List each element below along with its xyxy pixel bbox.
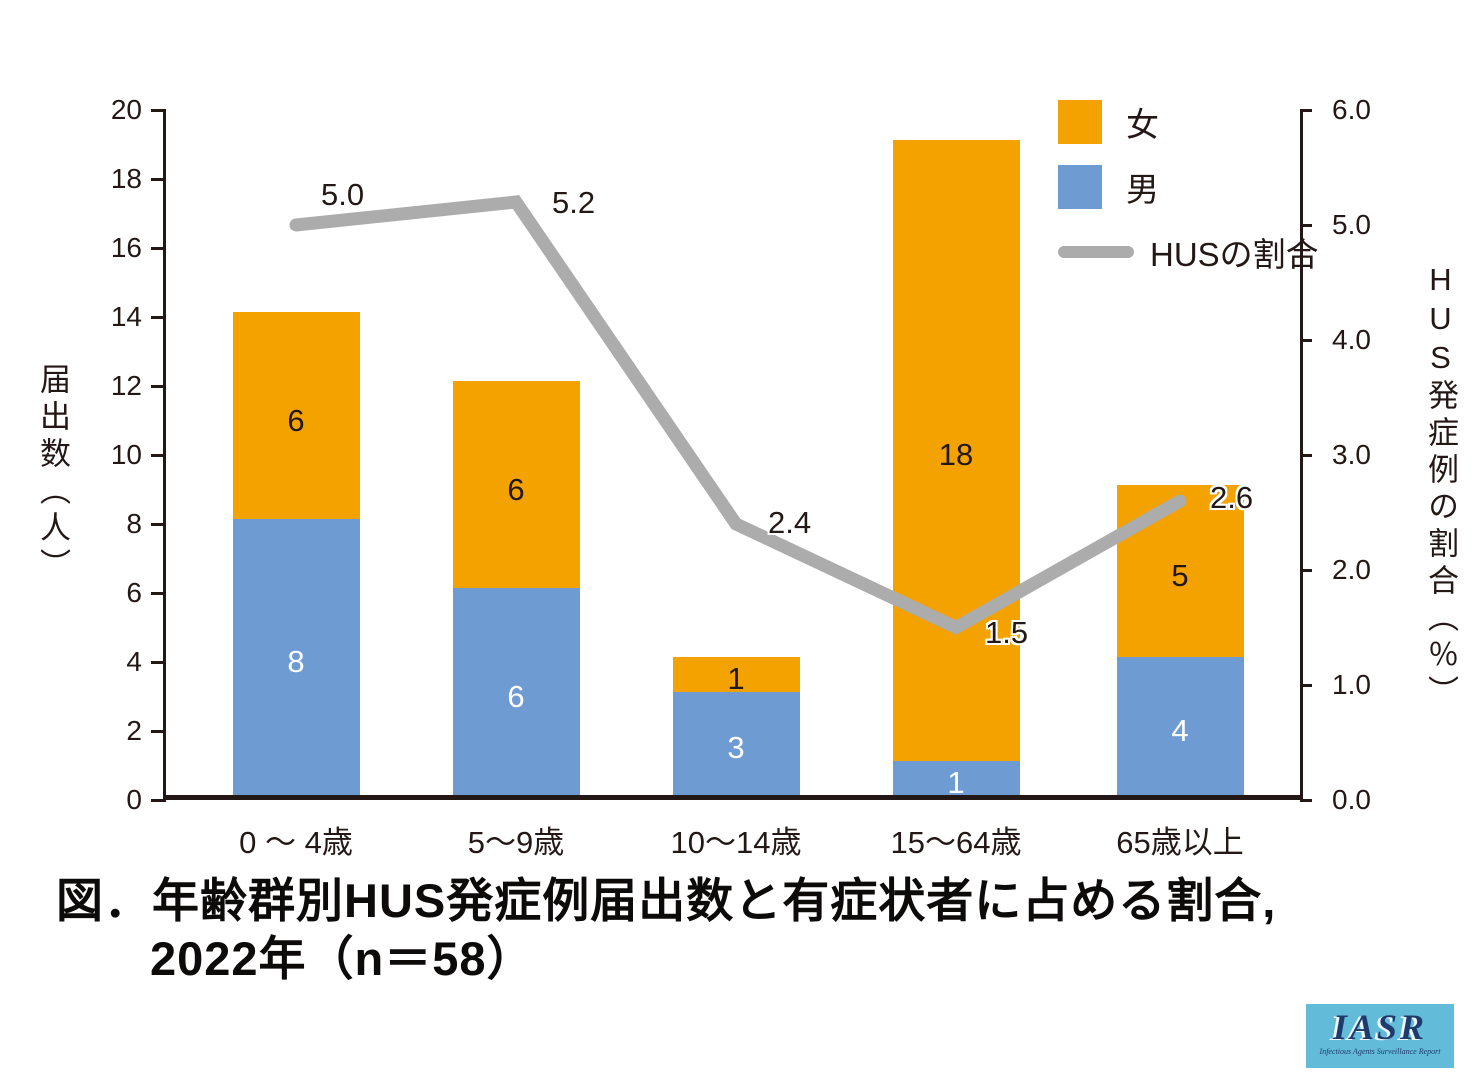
- line-value-label: 2.6: [1210, 480, 1254, 515]
- left-axis-tick-label: 10: [110, 439, 142, 470]
- left-axis-tick-label: 8: [126, 508, 142, 539]
- right-axis-tick-label: 6.0: [1332, 94, 1371, 125]
- bar-value-male: 4: [1171, 713, 1189, 748]
- right-axis-title-latin: HUS: [1423, 262, 1458, 379]
- hus-ratio-line-layer: [289, 195, 1187, 635]
- left-axis-tick: [151, 798, 166, 802]
- left-axis-tick: [151, 246, 166, 250]
- right-axis-tick: [1300, 453, 1312, 457]
- female-swatch-icon: [1058, 100, 1102, 144]
- left-axis-tick: [151, 522, 166, 526]
- left-axis-tick-label: 6: [126, 577, 142, 608]
- left-axis-tick: [151, 108, 166, 112]
- bar-value-female: 5: [1171, 557, 1189, 593]
- bar-segment-female: [452, 381, 580, 588]
- bar-value-male: 3: [727, 730, 745, 766]
- left-axis-tick-label: 0: [126, 784, 142, 815]
- bar-segment-male: [672, 691, 800, 795]
- iasr-logo: IASR Infectious Agents Surveillance Repo…: [1306, 1004, 1454, 1068]
- bar-value-female: 6: [287, 402, 305, 438]
- left-axis-tick: [151, 177, 166, 181]
- category-label: 15〜64歳: [890, 825, 1022, 860]
- category-label: 65歳以上: [1116, 825, 1244, 860]
- left-axis-tick: [151, 453, 166, 457]
- bar-segment-male: [1116, 657, 1244, 795]
- right-axis-tick-label: 5.0: [1332, 209, 1371, 240]
- bar-value-male: 1: [947, 764, 965, 800]
- right-axis-tick: [1300, 568, 1312, 572]
- male-swatch-icon: [1058, 165, 1102, 209]
- left-axis-tick-label: 14: [110, 301, 142, 332]
- bar-segment-female: [892, 139, 1020, 761]
- figure-title-line2: 2022年（n＝58）: [150, 931, 535, 985]
- category-label: 5〜9歳: [467, 825, 565, 860]
- line-value-label: 2.4: [768, 505, 812, 540]
- right-axis-title: HUS発症例の割合（％）: [1418, 262, 1463, 712]
- left-axis-tick-label: 12: [110, 370, 142, 401]
- right-axis-tick: [1300, 683, 1312, 687]
- bar-segment-female: [1116, 484, 1244, 657]
- legend-label-female: 女: [1126, 106, 1159, 143]
- right-axis-tick-label: 4.0: [1332, 324, 1371, 355]
- line-value-label: 5.2: [552, 185, 596, 220]
- right-axis-tick-label: 2.0: [1332, 554, 1371, 585]
- figure-title: 図．年齢群別HUS発症例届出数と有症状者に占める割合, 2022年（n＝58）: [56, 872, 1276, 988]
- bar-value-female: 6: [507, 471, 525, 507]
- legend-label-male: 男: [1126, 171, 1159, 208]
- bar-segment-male: [232, 519, 360, 795]
- bar-value-female: 18: [938, 437, 974, 472]
- right-axis-tick-label: 0.0: [1332, 784, 1371, 815]
- left-axis-tick: [151, 591, 166, 595]
- right-axis-tick: [1300, 338, 1312, 342]
- iasr-logo-tagline: Infectious Agents Surveillance Report: [1319, 1047, 1441, 1056]
- left-axis-tick: [151, 384, 166, 388]
- right-axis-tick: [1300, 798, 1312, 802]
- legend-item-hus-line: HUSの割合: [1058, 228, 1319, 276]
- right-axis-tick-label: 3.0: [1332, 439, 1371, 470]
- line-swatch-icon: [1058, 246, 1134, 258]
- left-axis-tick-label: 2: [126, 715, 142, 746]
- left-axis-tick-label: 16: [110, 232, 142, 263]
- left-axis-tick-label: 4: [126, 646, 142, 677]
- right-axis-title-cjk: 発症例の割合（％）: [1423, 379, 1458, 712]
- right-axis-tick: [1300, 108, 1312, 112]
- line-value-label: 1.5: [985, 614, 1029, 650]
- figure-title-line1: 図．年齢群別HUS発症例届出数と有症状者に占める割合,: [56, 874, 1277, 927]
- line-value-label: 5.0: [321, 177, 365, 212]
- legend-label-hus-line: HUSの割合: [1150, 236, 1319, 273]
- right-axis-tick: [1300, 223, 1312, 227]
- bar-segment-female: [672, 657, 800, 692]
- hus-ratio-line: [289, 195, 1187, 635]
- left-axis-tick-label: 20: [110, 94, 142, 125]
- left-axis-tick: [151, 660, 166, 664]
- bar-segment-male: [892, 760, 1020, 795]
- left-axis-tick-label: 18: [110, 163, 142, 194]
- bar-value-male: 8: [287, 644, 305, 679]
- legend-item-male: 男: [1058, 163, 1319, 211]
- left-axis-tick: [151, 315, 166, 319]
- legend-item-female: 女: [1058, 98, 1319, 146]
- bar-value-male: 6: [507, 678, 525, 714]
- category-label: 0 〜 4歳: [239, 825, 353, 860]
- legend: 女 男 HUSの割合: [1058, 98, 1319, 276]
- right-axis-tick-label: 1.0: [1332, 669, 1371, 700]
- left-axis-title: 届出数（人）: [35, 363, 70, 585]
- bar-segment-male: [452, 588, 580, 795]
- iasr-logo-text: IASR: [1332, 1007, 1428, 1047]
- bar-value-female: 1: [727, 661, 745, 697]
- plot-area: 0 2 4 6 8 10 12 14 16 18 20 0.0 1.0 2.0 3.0 4.0 5.0 6.0 0 …: [111, 94, 1371, 860]
- category-label: 10〜14歳: [670, 825, 802, 860]
- left-axis-tick: [151, 729, 166, 733]
- bar-segment-female: [232, 312, 360, 519]
